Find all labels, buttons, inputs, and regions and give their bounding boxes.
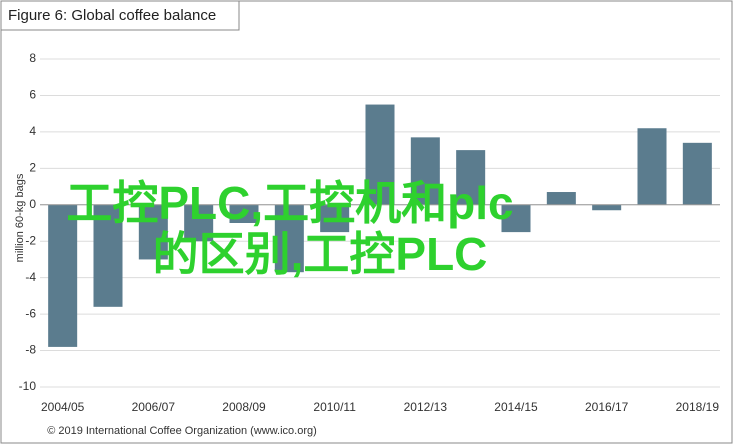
bar bbox=[320, 204, 350, 233]
watermark: 工控PLC,工控机和plc bbox=[66, 177, 513, 229]
bar bbox=[184, 204, 214, 242]
y-axis-label: million 60-kg bags bbox=[14, 173, 26, 262]
y-tick-label: -8 bbox=[25, 343, 36, 357]
x-tick-label: 2016/17 bbox=[585, 400, 629, 414]
y-tick-label: 2 bbox=[29, 161, 36, 175]
x-tick-label: 2010/11 bbox=[313, 400, 356, 414]
bar bbox=[93, 204, 123, 307]
y-tick-label: -6 bbox=[25, 306, 36, 320]
bar bbox=[48, 204, 78, 347]
plot-area: -10 -8 -6 -4 -2 0 2 4 6 8 2004/05 2006/07 2008/09 201… bbox=[19, 51, 720, 414]
x-tick-label: 2004/05 bbox=[41, 400, 85, 414]
bar bbox=[501, 204, 531, 233]
chart-title: Figure 6: Global coffee balance bbox=[8, 7, 216, 24]
x-tick-label: 2018/19 bbox=[676, 400, 720, 414]
bar bbox=[365, 104, 395, 205]
bar bbox=[682, 142, 712, 205]
y-tick-label: -10 bbox=[19, 379, 37, 393]
x-tick-label: 2008/09 bbox=[222, 400, 266, 414]
bar bbox=[138, 204, 168, 260]
x-tick-label: 2012/13 bbox=[404, 400, 448, 414]
source-note: © 2019 International Coffee Organization… bbox=[47, 425, 317, 437]
bar bbox=[546, 192, 576, 205]
bar bbox=[410, 137, 440, 205]
bar bbox=[274, 204, 304, 273]
x-tick-label: 2014/15 bbox=[494, 400, 538, 414]
x-tick-label: 2006/07 bbox=[132, 400, 176, 414]
bar bbox=[592, 204, 622, 211]
y-tick-label: 6 bbox=[29, 88, 36, 102]
watermark: 的区别,工控PLC bbox=[153, 228, 488, 280]
bar bbox=[456, 150, 486, 205]
title-box bbox=[0, 0, 240, 31]
bar bbox=[229, 204, 259, 223]
y-tick-label: 8 bbox=[29, 51, 36, 65]
y-tick-label: -4 bbox=[25, 270, 36, 284]
bar bbox=[637, 128, 667, 205]
y-tick-label: 0 bbox=[29, 197, 36, 211]
y-tick-label: 4 bbox=[29, 124, 36, 138]
y-tick-label: -2 bbox=[25, 233, 36, 247]
